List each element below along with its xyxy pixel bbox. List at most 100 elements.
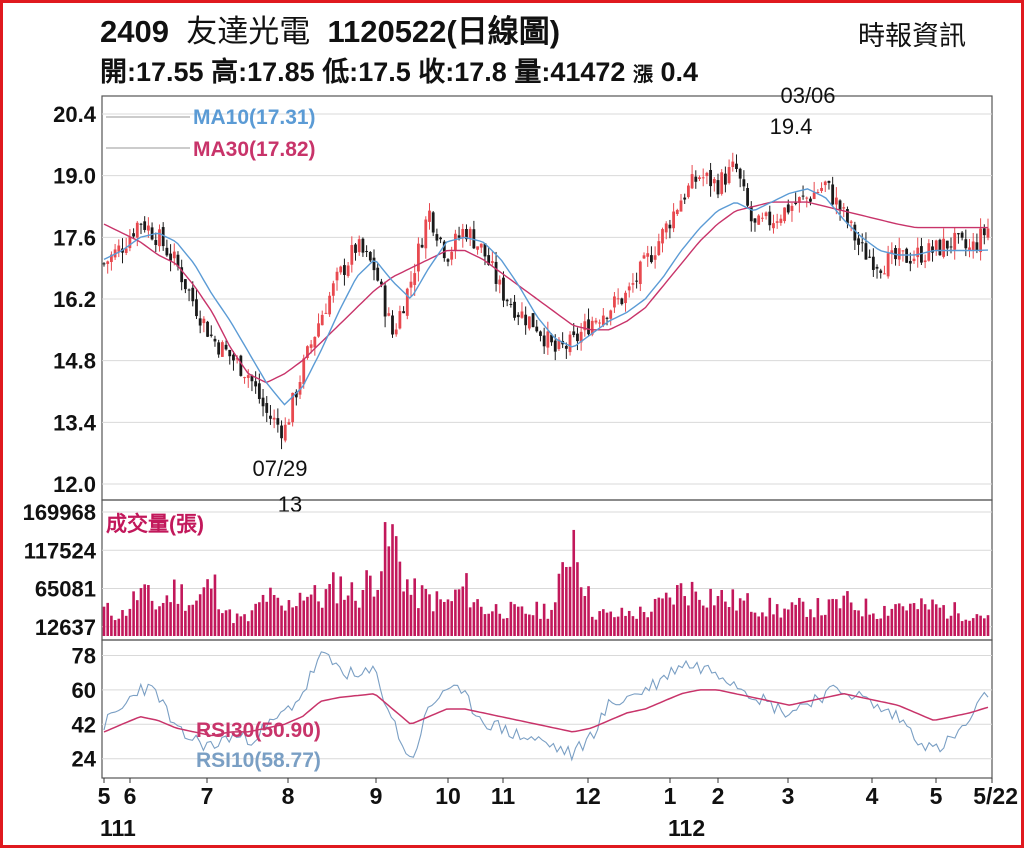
candle-body <box>579 331 583 343</box>
volume-bar <box>439 599 442 636</box>
candle-body <box>550 334 553 343</box>
candle-body <box>446 259 450 262</box>
candle-body <box>483 243 487 257</box>
volume-bar <box>579 587 583 636</box>
close-label: 收: <box>418 57 455 87</box>
volume-bar <box>150 600 154 636</box>
candle-body <box>217 342 221 355</box>
volume-bar <box>516 606 520 636</box>
volume-bar <box>479 606 483 636</box>
ohlc-bar: 開:17.55 高:17.85 低:17.5 收:17.8 量:41472 漲 … <box>100 50 698 89</box>
candle-body <box>339 266 343 273</box>
volume-bar <box>639 606 642 636</box>
volume-bar <box>454 589 457 636</box>
candle-body <box>572 331 576 335</box>
candle-body <box>838 200 842 211</box>
candle-body <box>513 301 516 318</box>
volume-bar <box>372 596 376 636</box>
candle-body <box>250 375 254 382</box>
volume-bar <box>117 618 121 636</box>
candle-body <box>509 303 513 305</box>
volume-bar <box>920 598 923 636</box>
candle-body <box>331 283 335 296</box>
volume-bar <box>835 599 838 636</box>
volume-bar <box>487 613 490 636</box>
price-ytick-label: 14.8 <box>53 349 96 374</box>
candle-body <box>857 238 860 245</box>
x-year-label: 111 <box>100 815 136 841</box>
x-month-label: 8 <box>282 783 295 809</box>
volume-bar <box>724 601 727 636</box>
candle-body <box>598 322 602 324</box>
candle-body <box>402 311 405 314</box>
volume-label: 量: <box>514 57 551 87</box>
volume-bar <box>243 614 246 636</box>
candle-body <box>324 312 328 314</box>
candle-body <box>864 243 868 260</box>
volume-bar <box>380 571 383 636</box>
x-month-label: 6 <box>124 783 137 809</box>
volume-bar <box>557 573 561 636</box>
candle-body <box>202 318 206 324</box>
volume-bar <box>161 602 165 636</box>
volume-bar <box>520 606 524 636</box>
candle-body <box>982 228 986 236</box>
volume-bar <box>217 609 220 636</box>
candle-body <box>195 299 198 317</box>
candle-body <box>154 240 158 246</box>
candle-body <box>620 298 624 305</box>
candle-body <box>601 315 605 326</box>
candle-body <box>535 326 539 332</box>
candle-body <box>498 279 502 285</box>
volume-bar <box>720 590 723 636</box>
volume-bar <box>831 598 834 636</box>
candle-body <box>701 177 705 179</box>
candle-body <box>228 349 232 357</box>
volume-bar <box>502 618 505 636</box>
volume-bar <box>964 619 968 636</box>
candle-body <box>413 273 417 285</box>
candle-body <box>694 176 698 182</box>
candle-body <box>213 338 217 342</box>
candle-body <box>180 267 184 283</box>
volume-bar <box>975 614 979 636</box>
volume-bar <box>346 595 350 636</box>
candle-body <box>923 260 927 263</box>
volume-bar <box>705 607 709 636</box>
candle-body <box>372 257 376 271</box>
candle-body <box>468 228 472 238</box>
candle-body <box>246 375 250 378</box>
volume-bar <box>446 599 450 636</box>
candle-body <box>343 265 346 275</box>
volume-bar <box>128 608 132 636</box>
volume-bar <box>531 615 535 636</box>
price-ytick-label: 19.0 <box>53 164 96 189</box>
x-month-label: 5/22 <box>973 783 1018 809</box>
volume-bar <box>905 610 908 636</box>
volume-bar <box>206 579 209 636</box>
volume-bar <box>842 595 846 636</box>
candle-body <box>502 277 505 301</box>
volume-bar <box>968 620 971 636</box>
candle-body <box>472 229 476 249</box>
candle-body <box>220 342 224 357</box>
x-month-label: 4 <box>866 783 879 809</box>
change-label: 漲 <box>632 64 653 86</box>
volume-bar <box>624 615 627 636</box>
volume-bar <box>875 618 879 636</box>
ma10-legend: MA10(17.31) <box>193 106 316 129</box>
candle-body <box>875 266 879 269</box>
volume-bar <box>565 567 568 636</box>
candle-body <box>760 217 764 219</box>
volume-bar <box>749 611 753 636</box>
candle-body <box>964 239 968 249</box>
x-month-label: 10 <box>435 783 461 809</box>
x-month-label: 1 <box>664 783 677 809</box>
candle-body <box>860 242 864 244</box>
candle-body <box>753 218 757 223</box>
candle-body <box>757 215 761 225</box>
chart-title: 2409 友達光電 1120522(日線圖) <box>100 6 560 51</box>
x-year-label: 112 <box>668 815 705 841</box>
ma30-legend: MA30(17.82) <box>193 138 316 161</box>
volume-bar <box>313 585 317 636</box>
